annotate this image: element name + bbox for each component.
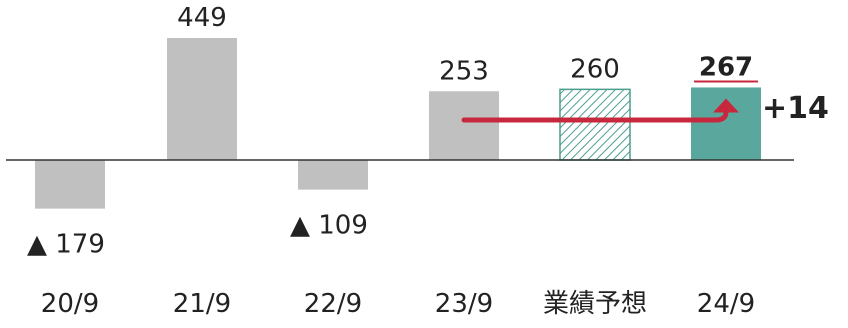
- bar-1: [35, 160, 105, 209]
- change-arrow-head: [713, 98, 739, 113]
- category-label-1: 20/9: [41, 289, 99, 319]
- bar-3: [298, 160, 368, 190]
- category-label-6: 24/9: [697, 289, 755, 319]
- bar-6: [691, 87, 761, 160]
- category-label-3: 22/9: [304, 289, 362, 319]
- category-label-4: 23/9: [435, 289, 493, 319]
- category-label-5: 業績予想: [543, 289, 647, 319]
- value-label-3: ▲ 109: [290, 211, 368, 241]
- value-label-2: 449: [177, 3, 227, 33]
- value-label-5: 260: [570, 54, 620, 84]
- bar-2: [167, 38, 237, 160]
- bar-5: [559, 88, 631, 161]
- bar-4: [429, 91, 499, 160]
- value-label-4: 253: [439, 56, 489, 86]
- change-label: +14: [762, 91, 829, 126]
- category-label-2: 21/9: [173, 289, 231, 319]
- value-label-6: 267: [699, 52, 753, 82]
- value-label-1: ▲ 179: [27, 230, 105, 260]
